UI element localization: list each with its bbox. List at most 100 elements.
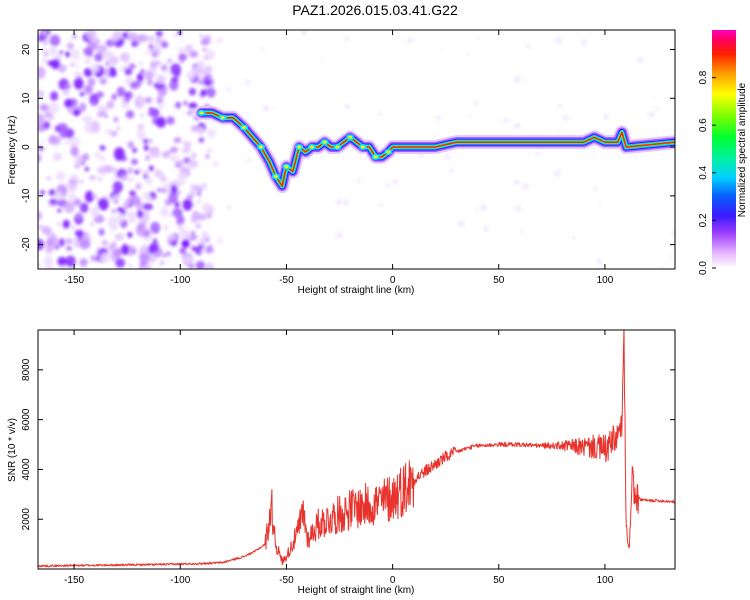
noise-blob	[637, 56, 644, 63]
noise-blob	[177, 47, 185, 54]
noise-blob	[205, 65, 213, 74]
ridge-band	[200, 112, 675, 187]
noise-blob	[83, 47, 93, 56]
noise-blob	[94, 38, 100, 45]
noise-blob	[206, 128, 216, 139]
noise-blob	[177, 159, 185, 166]
noise-blob	[602, 113, 610, 120]
noise-blob	[55, 171, 66, 181]
noise-blob	[392, 179, 399, 185]
noise-blob	[125, 30, 130, 34]
noise-blob	[73, 77, 84, 90]
noise-blob	[189, 189, 193, 195]
spectrogram-xtick-label: -50	[279, 275, 294, 286]
noise-blob	[198, 213, 207, 221]
noise-blob	[120, 100, 124, 104]
snr-xtick-label: 0	[390, 575, 396, 586]
spectrogram-ytick-label: 20	[21, 44, 32, 56]
noise-blob	[175, 176, 186, 186]
noise-blob	[132, 249, 137, 254]
noise-blob	[155, 30, 163, 37]
noise-blob	[99, 156, 107, 162]
noise-blob	[174, 137, 182, 143]
noise-blob	[79, 258, 88, 267]
noise-blob	[114, 233, 125, 241]
noise-blob	[206, 246, 211, 251]
noise-blob	[84, 166, 90, 172]
noise-blob	[183, 101, 188, 106]
noise-blob	[120, 52, 131, 63]
noise-blob	[653, 96, 657, 99]
noise-blob	[113, 175, 118, 180]
noise-blob	[57, 256, 67, 267]
noise-blob	[138, 167, 142, 171]
noise-blob	[201, 202, 212, 212]
noise-blob	[562, 114, 569, 121]
noise-blob	[64, 128, 75, 139]
spectrogram-ytick-label: 0	[21, 144, 32, 150]
noise-blob	[38, 211, 43, 221]
noise-blob	[150, 221, 161, 234]
noise-blob	[167, 238, 174, 245]
noise-blob	[56, 221, 61, 227]
noise-blob	[64, 98, 73, 109]
noise-blob	[152, 51, 158, 58]
noise-blob	[105, 61, 110, 67]
noise-blob	[134, 169, 140, 175]
noise-blob	[164, 69, 168, 74]
noise-blob	[206, 147, 213, 154]
noise-blob	[38, 66, 46, 80]
noise-blob	[117, 206, 124, 213]
noise-blob	[196, 126, 205, 136]
noise-blob	[48, 115, 55, 121]
noise-blob	[65, 83, 71, 90]
spectrogram-ytick-label: -20	[21, 237, 32, 252]
noise-blob	[525, 44, 531, 49]
noise-blob	[142, 138, 149, 144]
noise-blob	[122, 32, 128, 37]
noise-blob	[48, 102, 59, 114]
noise-blob	[72, 109, 80, 117]
snr-ylabel: SNR (10 * v/v)	[7, 418, 18, 482]
noise-blob	[200, 183, 208, 189]
noise-blob	[200, 38, 210, 46]
noise-blob	[169, 154, 179, 162]
snr-ytick-label: 8000	[21, 358, 32, 381]
noise-blob	[125, 110, 135, 119]
noise-blob	[90, 205, 100, 218]
noise-blob	[555, 37, 563, 44]
ridge-blob-core	[220, 116, 225, 120]
noise-blob	[112, 181, 123, 193]
noise-blob	[49, 198, 58, 205]
noise-blob	[96, 91, 104, 98]
noise-blob	[137, 123, 145, 130]
noise-blob	[535, 152, 541, 157]
noise-blob	[128, 263, 133, 268]
spectrogram-xtick-label: -100	[170, 275, 190, 286]
noise-blob	[557, 103, 563, 109]
noise-blob	[148, 43, 154, 50]
noise-blob	[246, 158, 252, 163]
noise-blob	[138, 61, 144, 66]
noise-blob	[69, 62, 76, 68]
noise-blob	[49, 189, 56, 196]
noise-blob	[79, 202, 89, 213]
noise-blob	[143, 70, 154, 81]
noise-blob	[195, 202, 199, 206]
noise-blob	[102, 50, 112, 61]
ridge-blob-core	[360, 145, 365, 149]
noise-blob	[89, 175, 96, 180]
noise-blob	[44, 262, 54, 269]
noise-blob	[174, 201, 180, 208]
noise-blob	[598, 202, 602, 205]
noise-blob	[201, 230, 210, 240]
noise-blob	[79, 179, 85, 184]
noise-blob	[51, 136, 62, 144]
noise-blob	[94, 151, 102, 158]
noise-blob	[128, 32, 137, 43]
noise-blob	[513, 178, 520, 186]
noise-blob	[179, 247, 186, 255]
noise-blob	[272, 106, 275, 110]
noise-blob	[39, 103, 49, 112]
noise-blob	[156, 95, 164, 103]
